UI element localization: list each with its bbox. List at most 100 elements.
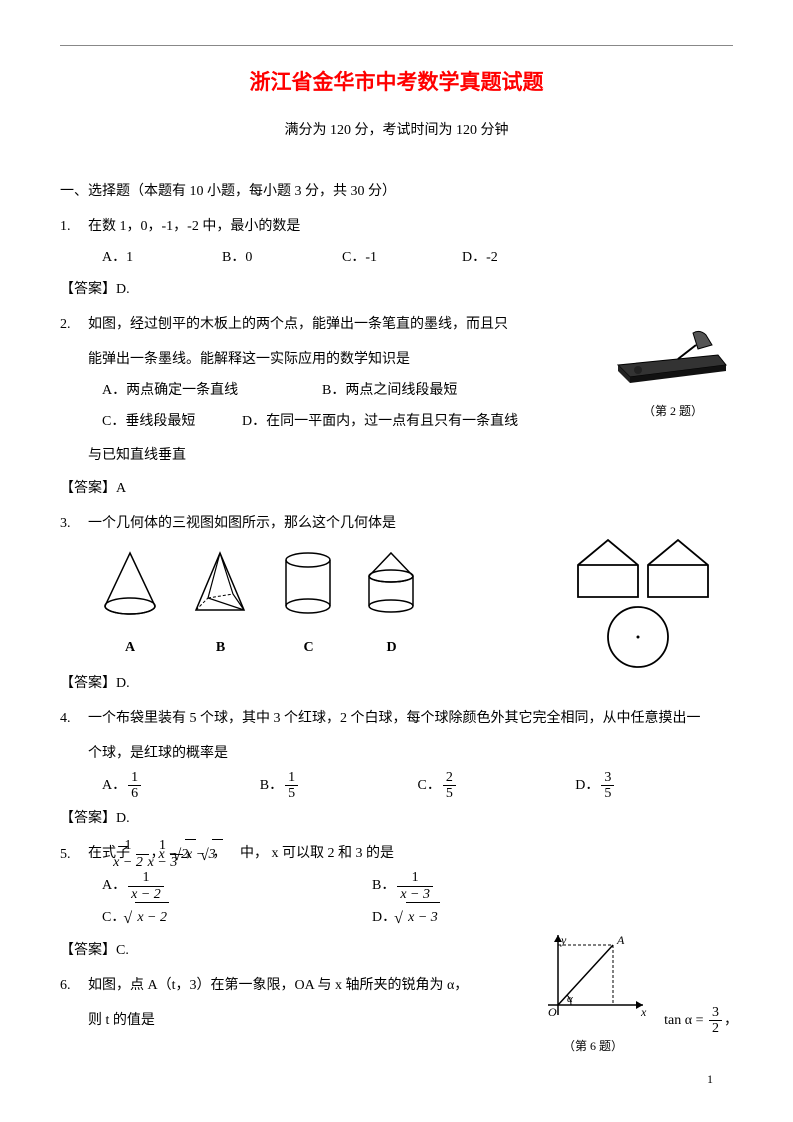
plank-illustration-icon: [608, 325, 738, 385]
q6-tan-label: tan α =: [664, 1013, 703, 1028]
header-rule: [60, 45, 733, 46]
q5-a-den: x − 2: [128, 887, 164, 902]
q4-line2: 个球，是红球的概率是: [88, 746, 228, 761]
q3-label-a: A: [100, 633, 160, 664]
q4-opt-b: B．15: [260, 770, 418, 802]
q4-opt-a: A．16: [102, 770, 260, 802]
three-views-icon: [573, 537, 733, 672]
q5-s2: x − 3: [230, 839, 240, 871]
q4-a-den: 6: [128, 786, 141, 801]
q3-shape-b: B: [188, 548, 253, 664]
q3-label-c: C: [281, 633, 336, 664]
q4-d-den: 5: [601, 786, 614, 801]
svg-text:y: y: [560, 933, 567, 947]
q3-label-d: D: [364, 633, 419, 664]
q1-opt-b: B．0: [222, 243, 342, 274]
q2-opt-c: C．垂线段最短: [102, 407, 242, 438]
q5-opt-b: B．1x − 3: [372, 870, 642, 902]
q4-opt-c: C．25: [418, 770, 576, 802]
q2-opt-d: D．在同一平面内，过一点有且只有一条直线: [242, 407, 518, 438]
pyramid-icon: [188, 548, 253, 618]
q5-c-rad: x − 2: [135, 902, 169, 934]
q4-answer: 【答案】D.: [60, 804, 733, 835]
q6-number: 6.: [60, 971, 88, 1002]
q6-tan-expr: tan α = 32，: [664, 1005, 738, 1037]
q5-number: 5.: [60, 840, 88, 871]
q1-opt-c: C．-1: [342, 243, 462, 274]
q5-d-label: D．: [372, 910, 396, 925]
q2-figure: （第 2 题）: [608, 325, 738, 424]
q1-opt-d: D．-2: [462, 243, 582, 274]
q4-c-den: 5: [443, 786, 456, 801]
q5-f1-den: x − 2: [136, 855, 149, 870]
q4-c-label: C．: [418, 778, 441, 793]
q4-a-num: 1: [128, 770, 141, 786]
q1-opt-a: A．1: [102, 243, 222, 274]
q1-answer: 【答案】D.: [60, 275, 733, 306]
q4-number: 4.: [60, 704, 88, 735]
q4-b-label: B．: [260, 778, 283, 793]
q4-d-num: 3: [601, 770, 614, 786]
q2-number: 2.: [60, 310, 88, 341]
question-1: 1.在数 1，0，-1，-2 中，最小的数是: [60, 212, 733, 243]
q2-line1: 如图，经过刨平的木板上的两个点，能弹出一条笔直的墨线，而且只: [88, 317, 508, 332]
q6-comma: ，: [724, 1013, 738, 1028]
q5-b-label: B．: [372, 878, 395, 893]
q6-line2: 则 t 的值是: [88, 1013, 155, 1028]
exam-title: 浙江省金华市中考数学真题试题: [60, 60, 733, 106]
q4-line2-wrap: 个球，是红球的概率是: [60, 739, 733, 770]
q6-tan-num: 3: [709, 1005, 722, 1021]
q5-a-num: 1: [128, 870, 164, 886]
svg-text:O: O: [548, 1005, 557, 1019]
q5-options-ab: A．1x − 2 B．1x − 3: [60, 870, 733, 902]
q1-options: A．1 B．0 C．-1 D．-2: [60, 243, 733, 274]
q5-b-den: x − 3: [397, 887, 433, 902]
question-5: 5.在式子 1x − 2， 1x − 3， x − 2， x − 3中， x 可…: [60, 838, 733, 870]
q3-number: 3.: [60, 509, 88, 540]
cone-icon: [100, 548, 160, 618]
section-1-heading: 一、选择题（本题有 10 小题，每小题 3 分，共 30 分）: [60, 177, 733, 208]
q4-a-label: A．: [102, 778, 126, 793]
question-4: 4.一个布袋里装有 5 个球，其中 3 个红球，2 个白球，每个球除颜色外其它完…: [60, 704, 733, 735]
svg-text:α: α: [567, 993, 573, 1005]
coordinate-plane-icon: A O y x α: [533, 930, 653, 1020]
q3-shape-c: C: [281, 548, 336, 664]
q5-f1-num: 1: [136, 838, 149, 854]
q2-line2: 能弹出一条墨线。能解释这一实际应用的数学知识是: [88, 352, 410, 367]
q5-a-label: A．: [102, 878, 126, 893]
q5-opt-a: A．1x − 2: [102, 870, 372, 902]
cylinder-icon: [281, 548, 336, 618]
q2-opt-b: B．两点之间线段最短: [322, 376, 457, 407]
q5-b-num: 1: [397, 870, 433, 886]
q5-opt-c: C． x − 2: [102, 902, 372, 934]
q6-text: 如图，点 A（t，3）在第一象限，OA 与 x 轴所夹的锐角为 α，: [88, 978, 468, 993]
q4-d-label: D．: [575, 778, 599, 793]
q2-line3-wrap: 与已知直线垂直: [60, 441, 733, 472]
q3-extra-views: [573, 537, 733, 685]
q1-number: 1.: [60, 212, 88, 243]
q5-c-label: C．: [102, 910, 125, 925]
svg-text:x: x: [640, 1005, 647, 1019]
q3-shape-a: A: [100, 548, 160, 664]
q5-post: 中， x 可以取 2 和 3 的是: [240, 847, 394, 862]
page-number: 1: [707, 1066, 713, 1092]
q5-s2-rad: x − 3: [212, 839, 223, 871]
q5-d-rad: x − 3: [406, 902, 440, 934]
q2-answer: 【答案】A: [60, 474, 733, 505]
exam-subtitle: 满分为 120 分，考试时间为 120 分钟: [60, 116, 733, 147]
q3-shape-d: D: [364, 548, 419, 664]
q3-label-b: B: [188, 633, 253, 664]
q4-options: A．16 B．15 C．25 D．35: [60, 770, 733, 802]
q4-c-num: 2: [443, 770, 456, 786]
q4-b-den: 5: [285, 786, 298, 801]
svg-text:A: A: [616, 933, 625, 947]
q4-opt-d: D．35: [575, 770, 733, 802]
q6-caption: （第 6 题）: [528, 1033, 658, 1059]
q2-caption: （第 2 题）: [608, 398, 738, 424]
q1-text: 在数 1，0，-1，-2 中，最小的数是: [88, 219, 300, 234]
q3-text: 一个几何体的三视图如图所示，那么这个几何体是: [88, 516, 396, 531]
q4-b-num: 1: [285, 770, 298, 786]
q6-tan-den: 2: [709, 1021, 722, 1036]
q2-line3: 与已知直线垂直: [88, 448, 186, 463]
q6-figure: A O y x α （第 6 题）: [528, 930, 658, 1059]
